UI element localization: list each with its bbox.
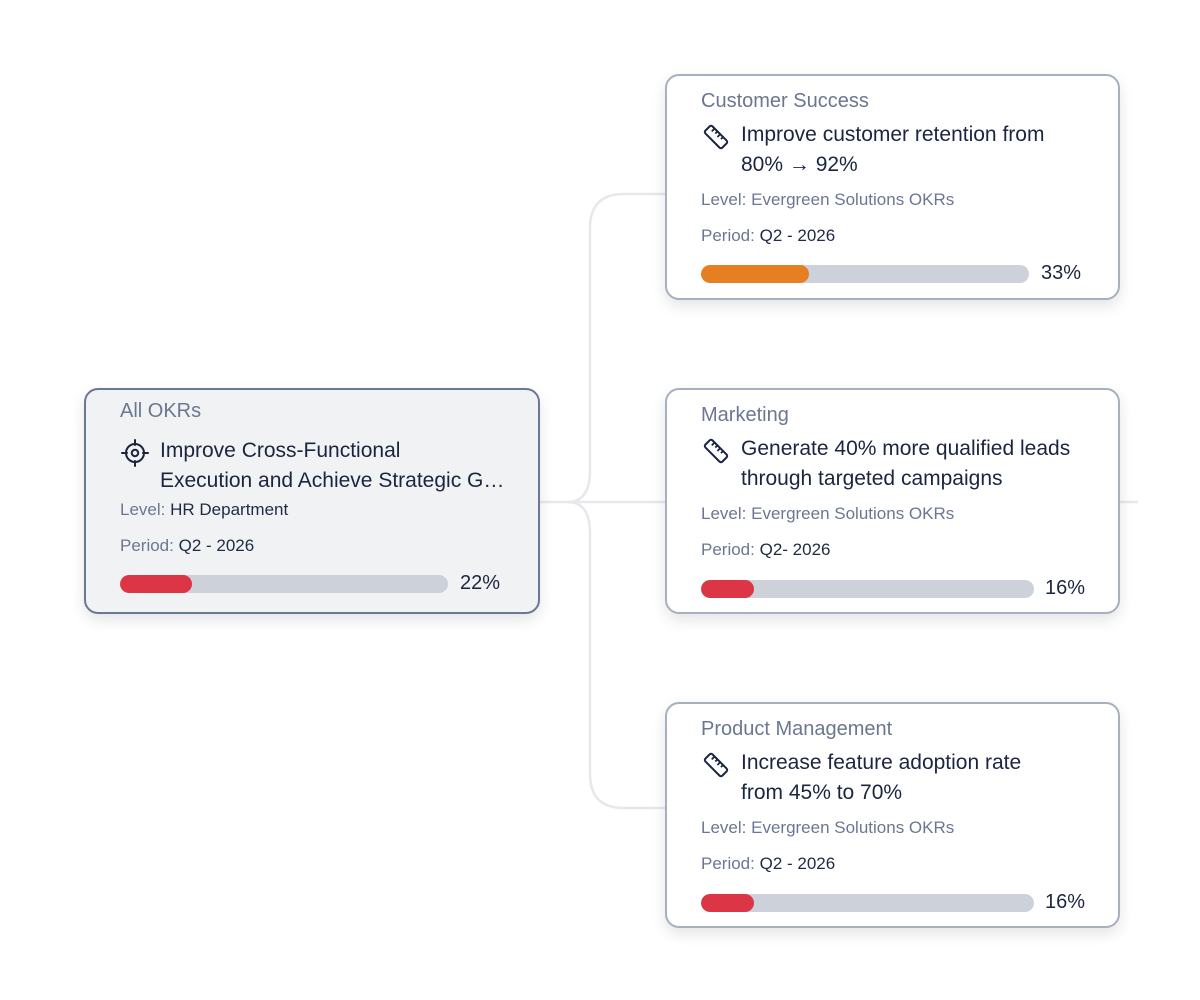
okr-title: Generate 40% more qualified leads throug… [741, 434, 1101, 494]
okr-level: Level: Evergreen Solutions OKRs [701, 818, 954, 838]
okr-level: Level: HR Department [120, 500, 288, 520]
okr-title-line-1: Improve customer retention from [741, 123, 1045, 146]
okr-progress-track [701, 580, 1034, 598]
okr-level-label: Level: [120, 500, 166, 519]
okr-title: Increase feature adoption rate from 45% … [741, 748, 1101, 808]
okr-group-label: All OKRs [120, 400, 202, 422]
okr-period: Period: Q2 - 2026 [701, 226, 835, 246]
okr-progress-track [701, 894, 1034, 912]
okr-title-line-1: Improve Cross-Functional [160, 439, 401, 462]
okr-period-label: Period: [120, 536, 174, 555]
okr-progress-fill [120, 575, 193, 593]
okr-progress-fill [701, 580, 755, 598]
okr-card-customer-success[interactable]: Customer Success Improve customer retent… [665, 74, 1120, 300]
okr-period-label: Period: [701, 854, 755, 873]
okr-group-label: Marketing [701, 404, 789, 426]
okr-level-value: Evergreen Solutions OKRs [751, 818, 955, 837]
ruler-icon [703, 124, 729, 150]
okr-progress-track [120, 575, 448, 593]
okr-title-line-2: Execution and Achieve Strategic G… [160, 469, 505, 492]
okr-level-value: Evergreen Solutions OKRs [751, 190, 955, 209]
ruler-icon [703, 752, 729, 778]
okr-title-line-2: from 45% to 70% [741, 781, 903, 804]
okr-period-label: Period: [701, 540, 755, 559]
okr-period: Period: Q2 - 2026 [701, 854, 835, 874]
okr-level-label: Level: [701, 190, 747, 209]
okr-progress-percent: 22% [460, 572, 501, 594]
okr-level-value: Evergreen Solutions OKRs [751, 504, 955, 523]
okr-card-root[interactable]: All OKRs Improve Cross-Functional Execut… [84, 388, 540, 614]
connector-root-to-customer-success [567, 192, 665, 504]
target-icon [121, 439, 149, 467]
okr-period-value: Q2- 2026 [759, 540, 831, 559]
okr-group-label: Customer Success [701, 90, 869, 112]
okr-progress-percent: 16% [1045, 891, 1086, 913]
okr-title-line-2: through targeted campaigns [741, 467, 1003, 490]
okr-progress-track [701, 265, 1029, 283]
okr-card-product-management[interactable]: Product Management Increase feature adop… [665, 702, 1120, 928]
okr-period-value: Q2 - 2026 [759, 854, 836, 873]
connector-root-to-product-management [567, 500, 665, 810]
okr-title: Improve Cross-Functional Execution and A… [160, 436, 526, 496]
okr-progress-percent: 33% [1041, 262, 1082, 284]
okr-period: Period: Q2- 2026 [701, 540, 831, 560]
okr-title-line-1: Increase feature adoption rate [741, 751, 1022, 774]
okr-level-label: Level: [701, 504, 747, 523]
okr-progress-percent: 16% [1045, 577, 1086, 599]
okr-period-value: Q2 - 2026 [759, 226, 836, 245]
okr-period-label: Period: [701, 226, 755, 245]
okr-title: Improve customer retention from 80% → 92… [741, 120, 1101, 180]
okr-title-line-1: Generate 40% more qualified leads [741, 437, 1071, 460]
okr-level: Level: Evergreen Solutions OKRs [701, 190, 954, 210]
okr-level-label: Level: [701, 818, 747, 837]
okr-period: Period: Q2 - 2026 [120, 536, 254, 556]
okr-level: Level: Evergreen Solutions OKRs [701, 504, 954, 524]
okr-progress-fill [701, 894, 755, 912]
okr-level-value: HR Department [170, 500, 289, 519]
okr-card-marketing[interactable]: Marketing Generate 40% more qualified le… [665, 388, 1120, 614]
okr-progress-fill [701, 265, 810, 283]
okr-title-line-2: 80% → 92% [741, 153, 858, 176]
okr-group-label: Product Management [701, 718, 893, 740]
okr-period-value: Q2 - 2026 [178, 536, 255, 555]
ruler-icon [703, 438, 729, 464]
